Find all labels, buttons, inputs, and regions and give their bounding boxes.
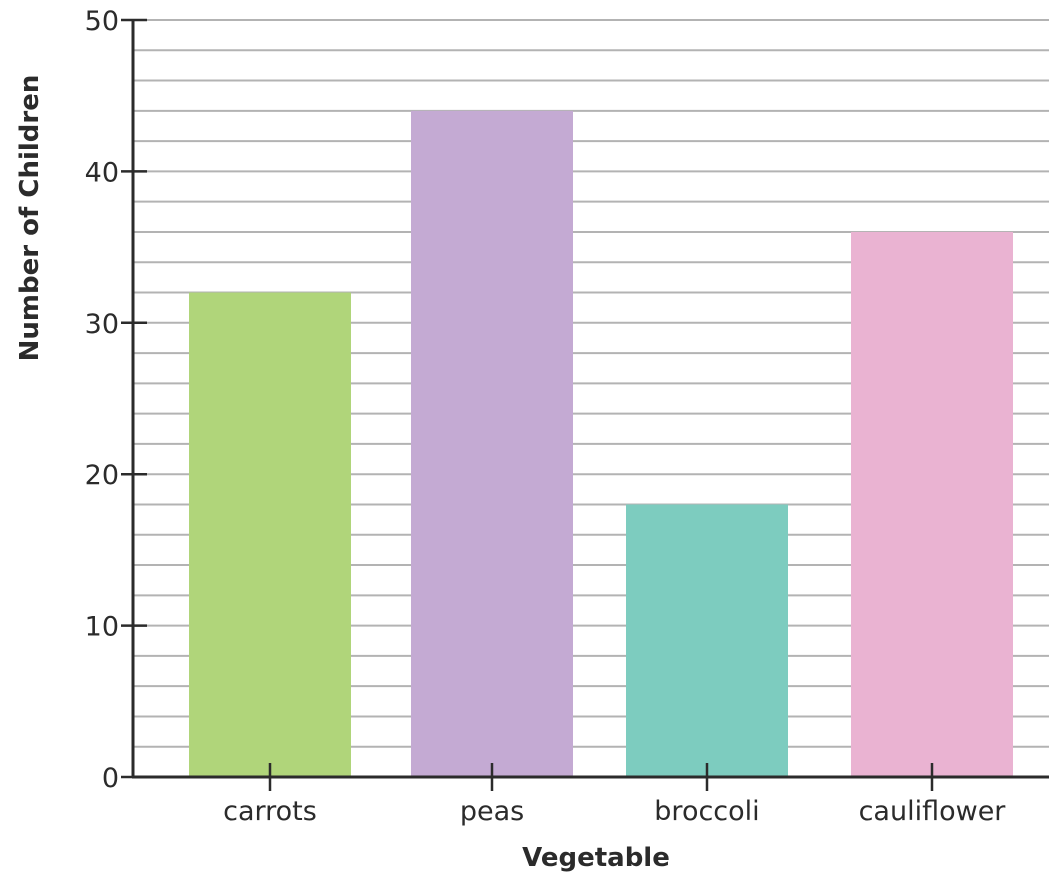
bars [189, 110, 1013, 778]
x-tick-label-broccoli: broccoli [654, 796, 759, 827]
bar-broccoli [626, 504, 788, 777]
y-tick-label: 40 [85, 157, 119, 188]
y-tick-label: 20 [85, 460, 119, 491]
y-axis-ticks: 0 10 20 30 40 50 [85, 6, 147, 794]
x-tick-label-cauliflower: cauliflower [859, 796, 1007, 827]
axes [131, 20, 1049, 779]
y-tick-label: 30 [85, 309, 119, 340]
x-axis-title: Vegetable [522, 843, 670, 873]
y-tick-label: 0 [102, 763, 119, 794]
y-tick-label: 50 [85, 6, 119, 37]
y-axis-title: Number of Children [15, 75, 45, 362]
x-tick-label-carrots: carrots [223, 796, 317, 827]
bar-carrots [189, 292, 351, 777]
bar-cauliflower [851, 231, 1013, 777]
x-axis-ticks: carrots peas broccoli cauliflower [223, 763, 1006, 827]
y-tick-label: 10 [85, 612, 119, 643]
bar-peas [411, 110, 573, 778]
x-tick-label-peas: peas [460, 796, 524, 827]
